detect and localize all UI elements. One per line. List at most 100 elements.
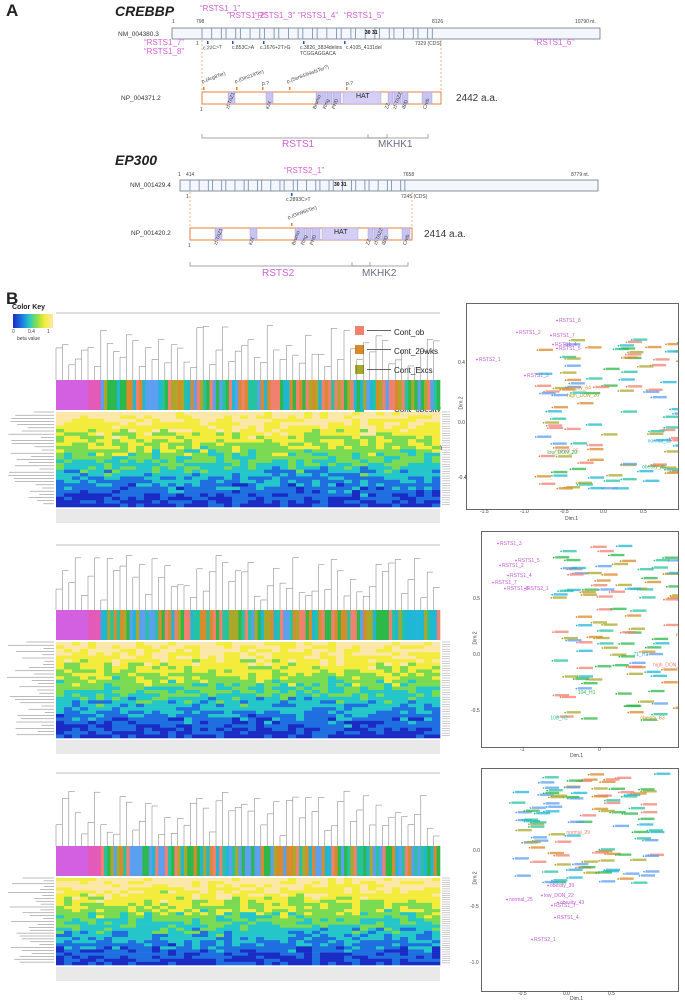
mds-3-ytick-2: -1.0 [470,960,479,966]
mds-point-label: obesity_39 [550,883,574,889]
color-key-xlabel: beta value [17,336,41,342]
mds-2-ylabel: Dim.2 [472,631,479,645]
mds-point-label: RSTS1_3 [527,373,549,379]
legend-item: Cont_ob [355,322,424,340]
crebbp-exons [201,28,433,39]
mds-plot-2: RSTS1_3 RSTS1_2 RSTS1_5 RSTS1_4 RSTS1_7 RSTS1… [481,531,685,748]
mds-point-label: low_DON_29 [547,450,577,456]
mds-point-label: RSTS1_4 [555,342,577,348]
mds-point-label: low_DON_22 [544,893,574,899]
heatmap-panels [6,312,450,981]
mds-point-label: high_DON_20 [567,393,599,399]
ep300-nt-a: 414 [186,172,195,178]
crebbp-cdna-5: c.4105_4131del [346,45,382,51]
mds-1-ytick-0: 0.4 [458,360,465,366]
crebbp-variant-1: “RSTS1_1” [200,4,241,13]
color-key-title: Color Key [12,304,46,311]
ep300-rsts2-bracket-label: RSTS2 [262,268,295,279]
crebbp-exon-numbers: 30 31 [365,30,378,36]
crebbp-nt-start: 1 [172,19,175,25]
crebbp-variant-8: “RSTS1_8” [144,47,185,56]
mds-point-label: RSTS1_4 [510,573,532,579]
ep300-transcript-bar [179,179,599,192]
mds-plot-1: RSTS1_2 RSTS1_8 RSTS1_7 RSTS1_4 RSTS1_5 RSTS2… [466,303,685,510]
crebbp-mkhk1-bracket-label: MKHK1 [378,139,413,150]
ep300-aa-end: 2414 a.a. [424,229,466,240]
mds-3-ylabel: Dim.2 [472,871,479,885]
ep300-cdna-1: c.2893C>T [286,197,311,203]
crebbp-nt-b: 8126 [432,19,444,25]
mds-1-xtick-1: -1.0 [520,509,529,515]
mds-point-label: RSTS1_2 [519,330,541,336]
mds-2-xtick-1: 0 [598,747,601,753]
mds-point-label: 108_H2 [550,716,568,722]
mds-point-label: RSTS1_3 [500,541,522,547]
color-key-gradient [13,314,53,328]
ep300-nt-start: 1 [178,172,181,178]
mds-point-label: normal_25 [509,897,533,903]
ep300-variant-1: “RSTS2_1” [284,166,325,175]
legend-label: Cont_ob [394,328,425,337]
mds-point-label: normal_37 [676,633,678,639]
legend-swatch [355,326,364,336]
mds-1-ytick-1: 0.0 [458,420,465,426]
crebbp-cds-end: 7329 (CDS) [415,41,442,47]
crebbp-cdna-1: c.22C>T [202,44,223,52]
mds-1-ylabel: Dim.2 [458,396,465,410]
mds-point-label: 71_H1 [634,652,649,658]
crebbp-variant-5: “RSTS1_5” [344,11,385,20]
crebbp-aa-end: 2442 a.a. [456,93,498,104]
mds-point-label: obesity_43 [560,900,584,906]
ep300-cds-end: 7245 (CDS) [401,194,428,200]
mds-point-label: RSTS1_7 [553,333,575,339]
ep300-transcript-id: NM_001429.4 [130,182,171,189]
mds-1-xtick-2: -0.5 [560,509,569,515]
mds-point-label: RSTS1_5 [518,558,540,564]
mds-point-label: normal_29 [566,830,590,836]
mds-2-xlabel: Dim.1 [570,753,584,759]
mds-plot-3: obesity_39 low_DON_22 normal_25 RSTS1_7 RSTS… [481,768,679,992]
ep300-domain-label-hat: HAT [334,229,348,236]
ep300-aa-start: 1 [188,243,191,249]
mds-point-label: RSTS1_5 [559,346,581,352]
crebbp-cds-start: 1 [196,41,199,47]
mds-2-ytick-1: 0.0 [473,652,480,658]
mds-1-xtick-4: 0.5 [640,509,647,515]
crebbp-nt-end: 10790 nt. [575,19,596,25]
crebbp-transcript-bar [171,27,601,40]
mds-point-label: obesity_63 [640,715,664,721]
crebbp-variant-7: “RSTS1_7” [144,38,185,47]
mds-point-label: RSTS1_7 [495,580,517,586]
crebbp-transcript-id: NM_004380.3 [118,31,159,38]
crebbp-variant-3: “RSTS1_3” [255,11,296,20]
mds-1-xtick-0: -1.5 [480,509,489,515]
ep300-nt-b: 7658 [403,172,415,178]
panel-b-letter: B [6,289,19,308]
crebbp-variant-4: “RSTS1_4” [298,11,339,20]
crebbp-protein-id: NP_004371.2 [121,95,161,102]
mds-point-label: RSTS1_4 [557,915,579,921]
mds-point-label: RSTS2_1 [479,357,501,363]
mds-point-label: RSTS1_7 [554,903,576,909]
mds-point-label: RSTS2_1 [527,586,549,592]
mds-1-xtick-3: 0.0 [600,509,607,515]
ep300-cds-start: 1 [186,194,189,200]
legend-item: Cont_20wks [355,341,438,359]
crebbp-nt-a: 798 [196,19,205,25]
crebbp-domains [227,91,433,105]
ep300-nt-end: 8779 nt. [571,172,590,178]
mds-point-label: obesity_44 [642,465,666,471]
ep300-protein-id: NP_001420.2 [131,230,171,237]
mds-3-ytick-1: -0.5 [470,904,479,910]
panel-a-letter: A [6,1,19,20]
mds-1-xlabel: Dim.1 [565,516,579,522]
gene-structure-figure [171,27,601,267]
ep300-mkhk2-bracket-label: MKHK2 [362,268,397,279]
color-key-tick-1: 0.4 [28,329,35,335]
legend-label: Cont_Excs [394,366,433,376]
crebbp-variant-2: “RSTS1_2” [227,11,268,20]
crebbp-gene-title: CREBBP [115,3,175,19]
mds-plot-3-points: obesity_39 low_DON_22 normal_25 RSTS1_7 RSTS… [506,772,671,943]
